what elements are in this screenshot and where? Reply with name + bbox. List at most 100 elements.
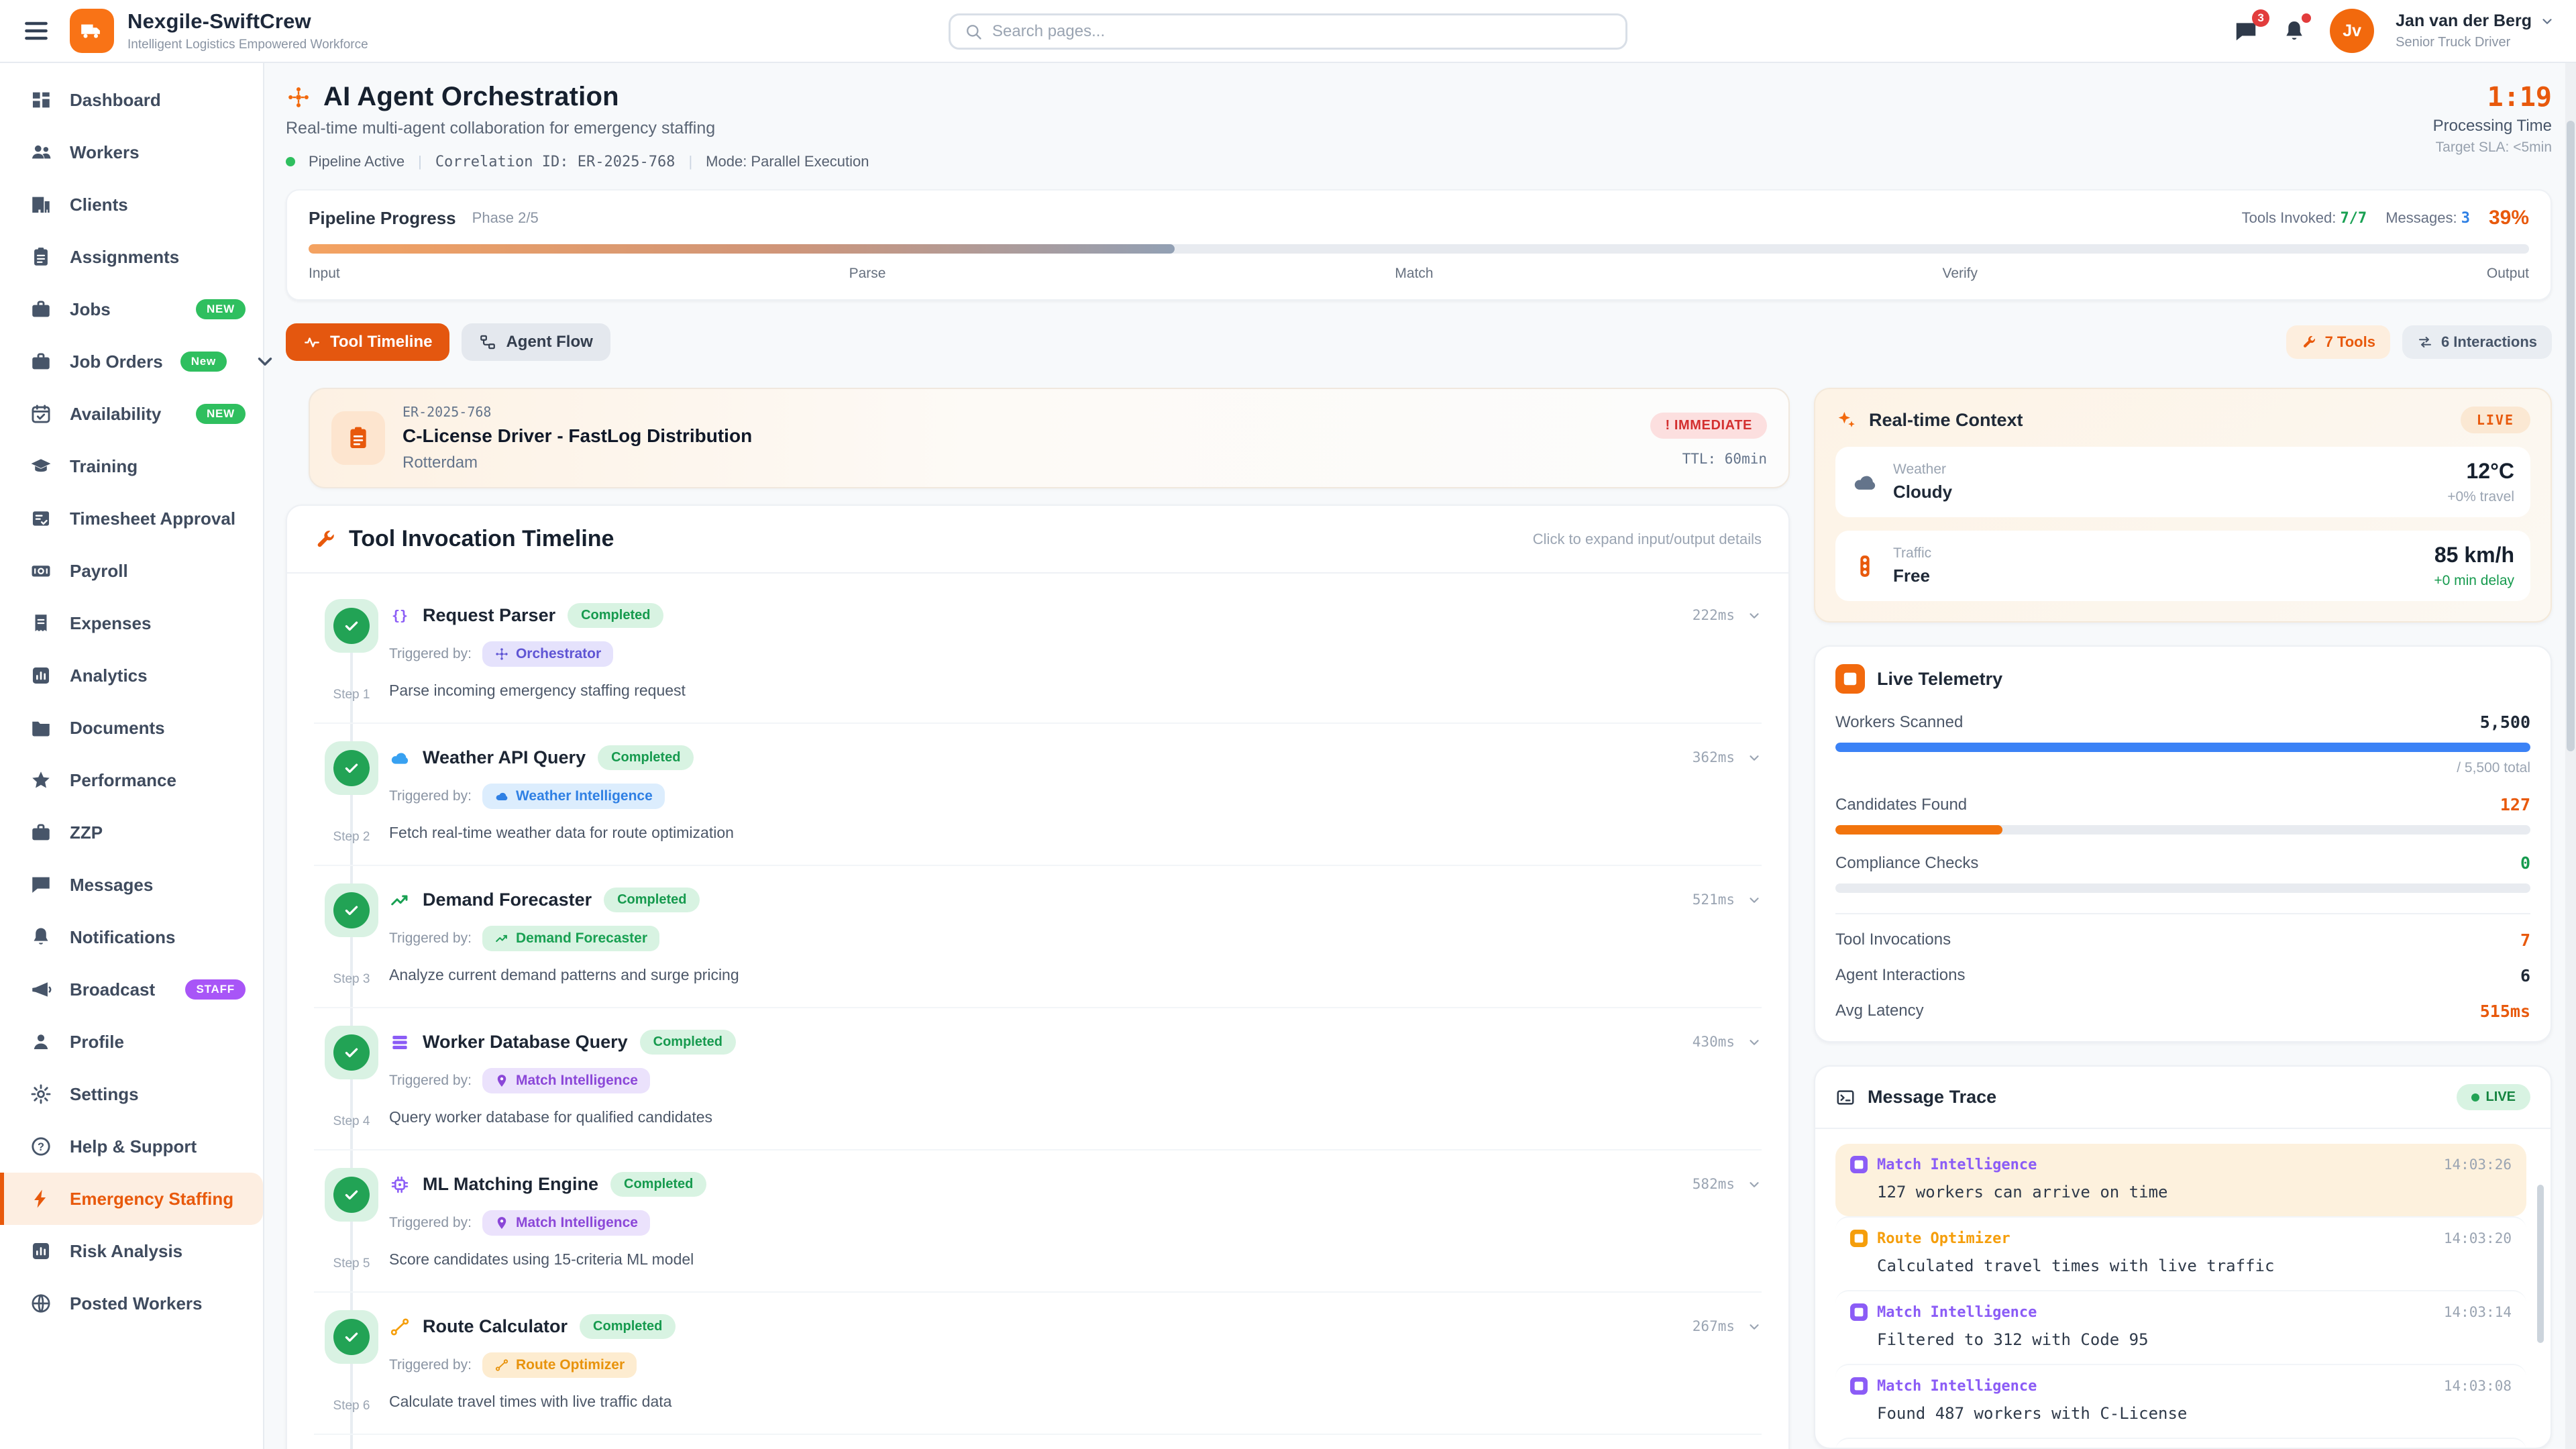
processing-timer-label: Processing Time <box>2432 117 2552 135</box>
message-time: 14:03:08 <box>2443 1378 2512 1394</box>
agent-icon <box>494 1073 509 1088</box>
stat-agent-interactions: Agent Interactions 6 <box>1835 966 2530 985</box>
timeline-step-4[interactable]: Step 4 Worker Database Query Completed T… <box>314 1008 1762 1150</box>
messages-button[interactable]: 3 <box>2233 9 2270 44</box>
sidebar-item-posted-workers[interactable]: Posted Workers <box>0 1277 263 1330</box>
pipeline-progress-bar <box>309 244 2529 254</box>
tab-tool-timeline[interactable]: Tool Timeline <box>286 323 450 361</box>
pipeline-percent: 39% <box>2488 207 2529 229</box>
trace-scrollbar-thumb[interactable] <box>2537 1185 2544 1343</box>
timeline-step-1[interactable]: Step 1 Request Parser Completed Triggere… <box>314 582 1762 724</box>
sidebar-item-profile[interactable]: Profile <box>0 1016 263 1068</box>
sidebar-item-broadcast[interactable]: Broadcast STAFF <box>0 963 263 1016</box>
sidebar-item-availability[interactable]: Availability NEW <box>0 388 263 440</box>
pipeline-progress-card: Pipeline Progress Phase 2/5 Tools Invoke… <box>286 189 2552 301</box>
nav-item-icon <box>30 978 52 1001</box>
pipeline-title: Pipeline Progress <box>309 207 456 228</box>
sidebar-item-clients[interactable]: Clients <box>0 178 263 231</box>
timeline-step-2[interactable]: Step 2 Weather API Query Completed Trigg… <box>314 724 1762 866</box>
sidebar-item-jobs[interactable]: Jobs NEW <box>0 283 263 335</box>
nav-item-label: Expenses <box>70 612 152 633</box>
pipeline-active-dot <box>286 157 295 166</box>
sidebar-item-timesheet-approval[interactable]: Timesheet Approval <box>0 492 263 545</box>
timeline-step-6[interactable]: Step 6 Route Calculator Completed Trigge… <box>314 1293 1762 1435</box>
weather-row: Weather Cloudy 12°C +0% travel <box>1835 447 2530 517</box>
completed-check-icon <box>333 1034 370 1071</box>
menu-icon[interactable] <box>21 16 51 46</box>
sidebar-item-zzp[interactable]: ZZP <box>0 806 263 859</box>
telemetry-icon-box <box>1835 664 1865 694</box>
weather-value: Cloudy <box>1893 482 1953 502</box>
expand-chevron-icon[interactable] <box>1747 893 1762 908</box>
search-bar[interactable] <box>949 13 1627 50</box>
sidebar-item-assignments[interactable]: Assignments <box>0 231 263 283</box>
sidebar-item-settings[interactable]: Settings <box>0 1068 263 1120</box>
sidebar-item-training[interactable]: Training <box>0 440 263 492</box>
nav-item-label: Jobs <box>70 299 111 319</box>
nav-item-icon <box>30 350 52 373</box>
stage-verify: Verify <box>1942 266 1978 281</box>
tool-name: Route Calculator <box>423 1316 568 1336</box>
page-scrollbar-thumb[interactable] <box>2567 121 2575 751</box>
tool-description: Calculate travel times with live traffic… <box>389 1393 672 1410</box>
sparkles-icon <box>1835 409 1857 431</box>
agent-badge: Match Intelligence <box>482 1068 650 1093</box>
nav-item-icon <box>30 193 52 216</box>
tool-icon <box>389 605 411 627</box>
stage-output: Output <box>2486 266 2529 281</box>
sidebar-item-messages[interactable]: Messages <box>0 859 263 911</box>
sidebar-item-dashboard[interactable]: Dashboard <box>0 74 263 126</box>
sidebar-item-risk-analysis[interactable]: Risk Analysis <box>0 1225 263 1277</box>
expand-chevron-icon[interactable] <box>1747 1320 1762 1334</box>
emergency-task-card[interactable]: ER-2025-768 C-License Driver - FastLog D… <box>309 388 1790 488</box>
sidebar-item-analytics[interactable]: Analytics <box>0 649 263 702</box>
chevron-down-icon[interactable] <box>2540 14 2555 29</box>
tool-description: Query worker database for qualified cand… <box>389 1108 713 1126</box>
arrows-icon <box>2417 334 2433 350</box>
sidebar-item-documents[interactable]: Documents <box>0 702 263 754</box>
timeline-step-7[interactable]: Step 7 Candidate Ranker Completed Trigge… <box>314 1435 1762 1449</box>
message-trace-card: Message Trace LIVE Match Intelligence 14… <box>1814 1065 2552 1449</box>
tab-agent-flow[interactable]: Agent Flow <box>462 323 610 361</box>
step-status-halo <box>325 1310 378 1364</box>
timeline-step-3[interactable]: Step 3 Demand Forecaster Completed Trigg… <box>314 866 1762 1008</box>
sidebar-item-notifications[interactable]: Notifications <box>0 911 263 963</box>
tool-description: Fetch real-time weather data for route o… <box>389 824 734 841</box>
page-subtitle: Real-time multi-agent collaboration for … <box>286 119 716 138</box>
agent-icon <box>494 789 509 804</box>
nav-item-icon <box>30 1240 52 1263</box>
expand-chevron-icon[interactable] <box>1747 1177 1762 1192</box>
sidebar-item-expenses[interactable]: Expenses <box>0 597 263 649</box>
nav-item-label: Payroll <box>70 560 128 581</box>
tool-name: Demand Forecaster <box>423 890 592 910</box>
expand-chevron-icon[interactable] <box>1747 751 1762 765</box>
avatar[interactable]: Jv <box>2330 9 2375 53</box>
expand-chevron-icon[interactable] <box>1747 608 1762 623</box>
tool-name: ML Matching Engine <box>423 1174 598 1194</box>
sidebar-item-emergency-staffing[interactable]: Emergency Staffing <box>0 1173 263 1225</box>
search-input[interactable] <box>992 22 1612 41</box>
sidebar-item-performance[interactable]: Performance <box>0 754 263 806</box>
page-scrollbar[interactable] <box>2565 0 2576 1449</box>
agent-badge: Weather Intelligence <box>482 784 665 809</box>
expand-chevron-icon[interactable] <box>1747 1035 1762 1050</box>
priority-badge: ! IMMEDIATE <box>1650 412 1767 439</box>
nav-item-label: Messages <box>70 874 154 895</box>
message-time: 14:03:14 <box>2443 1304 2512 1320</box>
user-menu[interactable]: Jan van der Berg Senior Truck Driver <box>2396 11 2555 50</box>
tool-description: Parse incoming emergency staffing reques… <box>389 682 686 699</box>
sidebar-item-payroll[interactable]: Payroll <box>0 545 263 597</box>
notifications-button[interactable] <box>2282 13 2312 44</box>
timeline-step-5[interactable]: Step 5 ML Matching Engine Completed Trig… <box>314 1150 1762 1293</box>
sidebar-item-help-support[interactable]: Help & Support <box>0 1120 263 1173</box>
weather-sub: +0% travel <box>2447 489 2514 504</box>
completed-check-icon <box>333 1177 370 1213</box>
status-mode: Mode: Parallel Execution <box>706 153 869 170</box>
bell-icon <box>2282 19 2307 44</box>
sidebar-item-workers[interactable]: Workers <box>0 126 263 178</box>
nav-item-icon <box>30 716 52 739</box>
sidebar-item-job-orders[interactable]: Job Orders New <box>0 335 263 388</box>
nav-item-icon <box>30 1187 52 1210</box>
cloud-icon <box>1851 469 1878 496</box>
timeline-steps: Step 1 Request Parser Completed Triggere… <box>287 574 1788 1449</box>
